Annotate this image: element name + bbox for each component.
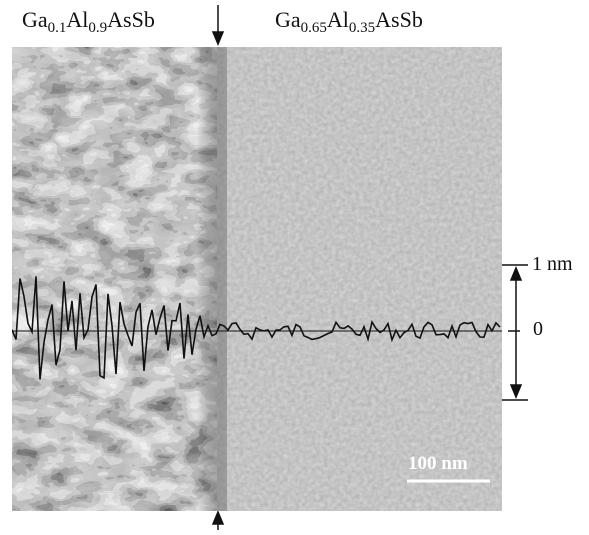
- height-axis-top-label: 1 nm: [532, 253, 573, 275]
- interface-arrow-bottom-head: [211, 510, 225, 525]
- left-material-label: Ga0.1Al0.9AsSb: [22, 7, 155, 36]
- height-profile-line: [12, 276, 501, 380]
- height-axis-up-arrow: [509, 266, 523, 281]
- right-material-label: Ga0.65Al0.35AsSb: [275, 7, 423, 36]
- height-axis-zero-label: 0: [533, 318, 543, 340]
- afm-micrograph: [12, 47, 502, 511]
- left-region-texture: [12, 47, 217, 511]
- height-axis-down-arrow: [509, 384, 523, 399]
- interface-blend: [197, 47, 227, 511]
- interface-arrow-top-head: [211, 31, 225, 46]
- scale-bar-label: 100 nm: [408, 453, 468, 474]
